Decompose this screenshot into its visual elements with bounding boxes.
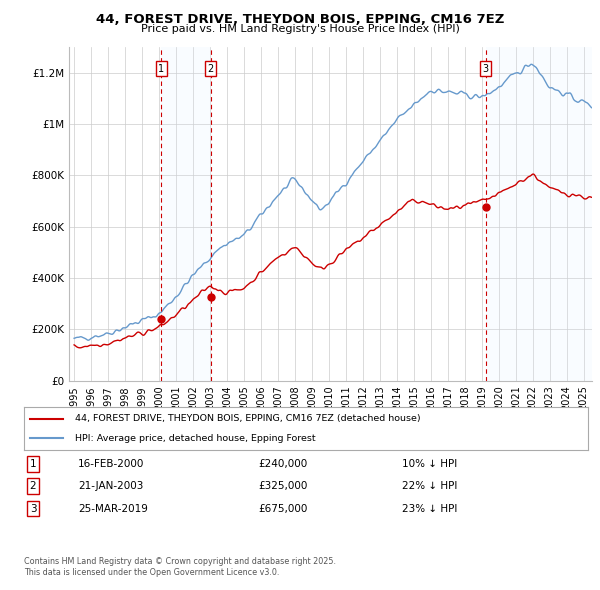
Text: 3: 3 — [482, 64, 489, 74]
Text: £325,000: £325,000 — [258, 481, 307, 491]
Text: Price paid vs. HM Land Registry's House Price Index (HPI): Price paid vs. HM Land Registry's House … — [140, 24, 460, 34]
Text: 22% ↓ HPI: 22% ↓ HPI — [402, 481, 457, 491]
Text: 23% ↓ HPI: 23% ↓ HPI — [402, 504, 457, 513]
Bar — [161, 47, 211, 381]
Text: 2: 2 — [29, 481, 37, 491]
Bar — [485, 47, 592, 381]
Text: 1: 1 — [29, 459, 37, 468]
Text: HPI: Average price, detached house, Epping Forest: HPI: Average price, detached house, Eppi… — [75, 434, 316, 442]
Text: 25-MAR-2019: 25-MAR-2019 — [78, 504, 148, 513]
Text: £240,000: £240,000 — [258, 459, 307, 468]
Text: 3: 3 — [29, 504, 37, 513]
Text: This data is licensed under the Open Government Licence v3.0.: This data is licensed under the Open Gov… — [24, 568, 280, 577]
Text: 21-JAN-2003: 21-JAN-2003 — [78, 481, 143, 491]
Text: Contains HM Land Registry data © Crown copyright and database right 2025.: Contains HM Land Registry data © Crown c… — [24, 557, 336, 566]
Text: 44, FOREST DRIVE, THEYDON BOIS, EPPING, CM16 7EZ (detached house): 44, FOREST DRIVE, THEYDON BOIS, EPPING, … — [75, 414, 421, 423]
Text: 1: 1 — [158, 64, 164, 74]
Text: £675,000: £675,000 — [258, 504, 307, 513]
Text: 10% ↓ HPI: 10% ↓ HPI — [402, 459, 457, 468]
Text: 44, FOREST DRIVE, THEYDON BOIS, EPPING, CM16 7EZ: 44, FOREST DRIVE, THEYDON BOIS, EPPING, … — [96, 13, 504, 26]
Text: 2: 2 — [208, 64, 214, 74]
Text: 16-FEB-2000: 16-FEB-2000 — [78, 459, 145, 468]
